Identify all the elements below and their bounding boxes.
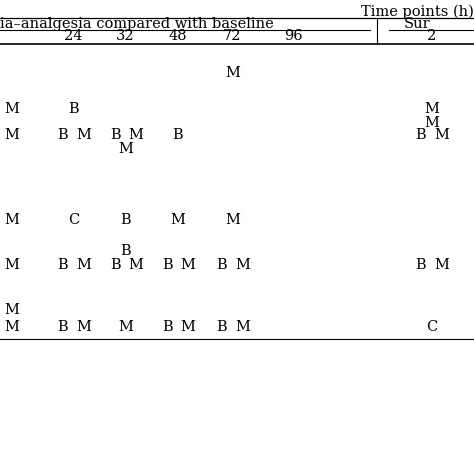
Text: B: B xyxy=(162,258,173,273)
Text: B: B xyxy=(58,258,68,273)
Text: B: B xyxy=(120,213,131,228)
Text: Time points (h): Time points (h) xyxy=(361,5,474,19)
Text: B: B xyxy=(58,128,68,142)
Text: M: M xyxy=(128,258,144,273)
Text: B: B xyxy=(120,244,131,258)
Text: M: M xyxy=(4,303,19,318)
Text: B: B xyxy=(173,128,183,142)
Text: M: M xyxy=(235,258,250,273)
Text: B: B xyxy=(58,320,68,334)
Text: M: M xyxy=(4,213,19,228)
Text: B: B xyxy=(162,320,173,334)
Text: M: M xyxy=(424,102,439,116)
Text: C: C xyxy=(426,320,437,334)
Text: 32: 32 xyxy=(116,29,135,43)
Text: M: M xyxy=(434,258,449,273)
Text: M: M xyxy=(76,258,91,273)
Text: M: M xyxy=(170,213,185,228)
Text: M: M xyxy=(76,128,91,142)
Text: M: M xyxy=(181,320,196,334)
Text: ia–analgesia compared with baseline: ia–analgesia compared with baseline xyxy=(0,17,274,31)
Text: M: M xyxy=(235,320,250,334)
Text: M: M xyxy=(434,128,449,142)
Text: M: M xyxy=(118,320,133,334)
Text: M: M xyxy=(4,102,19,116)
Text: M: M xyxy=(4,258,19,273)
Text: M: M xyxy=(118,142,133,156)
Text: M: M xyxy=(225,213,240,228)
Text: B: B xyxy=(416,258,426,273)
Text: Sur: Sur xyxy=(404,17,430,31)
Text: B: B xyxy=(110,128,120,142)
Text: B: B xyxy=(217,258,227,273)
Text: M: M xyxy=(225,66,240,81)
Text: B: B xyxy=(68,102,79,116)
Text: M: M xyxy=(181,258,196,273)
Text: 2: 2 xyxy=(427,29,436,43)
Text: 96: 96 xyxy=(284,29,303,43)
Text: M: M xyxy=(4,128,19,142)
Text: M: M xyxy=(424,116,439,130)
Text: M: M xyxy=(128,128,144,142)
Text: 72: 72 xyxy=(223,29,242,43)
Text: 24: 24 xyxy=(64,29,83,43)
Text: B: B xyxy=(110,258,120,273)
Text: M: M xyxy=(76,320,91,334)
Text: C: C xyxy=(68,213,79,228)
Text: B: B xyxy=(217,320,227,334)
Text: B: B xyxy=(416,128,426,142)
Text: M: M xyxy=(4,320,19,334)
Text: 48: 48 xyxy=(168,29,187,43)
